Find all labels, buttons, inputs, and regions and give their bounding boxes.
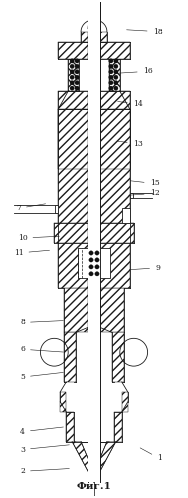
Circle shape xyxy=(70,81,74,85)
Circle shape xyxy=(95,271,99,276)
Bar xyxy=(55,205,58,213)
Circle shape xyxy=(89,264,93,269)
Circle shape xyxy=(75,64,79,69)
Circle shape xyxy=(89,271,93,276)
Bar xyxy=(68,59,79,91)
Bar xyxy=(88,2,100,482)
Bar xyxy=(58,91,88,109)
Bar xyxy=(100,109,130,288)
Polygon shape xyxy=(94,442,116,482)
Bar xyxy=(88,223,100,243)
Bar xyxy=(88,91,100,109)
Bar xyxy=(100,248,110,278)
Text: 6: 6 xyxy=(20,345,63,353)
Bar xyxy=(122,392,128,412)
Text: Фиг.1: Фиг.1 xyxy=(77,482,111,491)
Circle shape xyxy=(89,258,93,262)
Text: 11: 11 xyxy=(14,249,50,257)
Circle shape xyxy=(75,81,79,85)
Text: 10: 10 xyxy=(18,234,59,242)
Circle shape xyxy=(75,86,79,90)
Text: 5: 5 xyxy=(20,373,63,381)
Text: 4: 4 xyxy=(20,427,63,436)
Bar xyxy=(88,109,100,169)
Bar xyxy=(66,412,74,442)
Bar xyxy=(100,109,130,169)
Bar xyxy=(109,59,120,91)
Bar xyxy=(100,31,107,41)
Bar xyxy=(58,41,88,59)
Circle shape xyxy=(109,86,113,90)
Circle shape xyxy=(75,59,79,63)
Text: 15: 15 xyxy=(130,179,159,187)
Circle shape xyxy=(70,64,74,69)
Text: 9: 9 xyxy=(130,264,160,272)
Bar xyxy=(100,91,130,109)
Circle shape xyxy=(70,86,74,90)
Text: 16: 16 xyxy=(119,67,152,75)
Circle shape xyxy=(114,64,118,69)
Text: 13: 13 xyxy=(118,140,143,148)
Text: 2: 2 xyxy=(20,467,69,476)
Circle shape xyxy=(109,70,113,74)
Bar xyxy=(58,109,88,169)
Circle shape xyxy=(114,59,118,63)
Bar xyxy=(112,332,124,382)
Text: 12: 12 xyxy=(129,189,159,197)
Bar xyxy=(54,223,88,243)
Bar xyxy=(100,41,130,59)
Bar xyxy=(58,109,88,288)
Text: 3: 3 xyxy=(20,445,69,454)
Bar xyxy=(88,41,100,59)
Circle shape xyxy=(95,251,99,255)
Circle shape xyxy=(114,75,118,80)
Circle shape xyxy=(95,264,99,269)
Circle shape xyxy=(75,75,79,80)
Polygon shape xyxy=(72,442,94,482)
Bar xyxy=(130,193,133,198)
Bar xyxy=(100,223,134,243)
Circle shape xyxy=(70,75,74,80)
Bar xyxy=(100,288,124,332)
Text: 18: 18 xyxy=(127,27,162,36)
Text: 14: 14 xyxy=(118,100,143,108)
Text: 8: 8 xyxy=(20,318,63,327)
Circle shape xyxy=(75,70,79,74)
Circle shape xyxy=(114,70,118,74)
Circle shape xyxy=(89,251,93,255)
Circle shape xyxy=(109,59,113,63)
Bar xyxy=(60,392,66,412)
Text: 7: 7 xyxy=(16,204,46,212)
Circle shape xyxy=(70,59,74,63)
Circle shape xyxy=(95,258,99,262)
Circle shape xyxy=(114,86,118,90)
Bar xyxy=(122,208,130,223)
Circle shape xyxy=(109,64,113,69)
Circle shape xyxy=(114,81,118,85)
Bar xyxy=(81,31,88,41)
Bar xyxy=(64,288,88,332)
Circle shape xyxy=(70,70,74,74)
Circle shape xyxy=(109,81,113,85)
Bar xyxy=(114,412,122,442)
Bar xyxy=(78,248,88,278)
Circle shape xyxy=(109,75,113,80)
Text: 1: 1 xyxy=(140,448,162,463)
Bar xyxy=(64,332,76,382)
